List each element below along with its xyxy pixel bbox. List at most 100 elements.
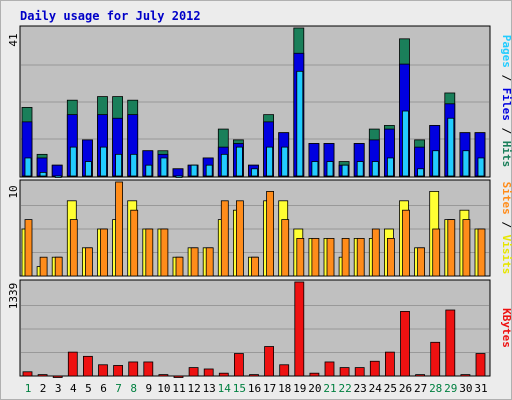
day-label: 12 <box>187 382 200 395</box>
bar-pages-day-31 <box>477 157 485 177</box>
bar-sites-day-5 <box>85 247 93 277</box>
day-label: 14 <box>218 382 232 395</box>
day-label: 1 <box>25 382 32 395</box>
bar-kbytes-day-27 <box>415 374 426 377</box>
bar-files-day-3 <box>51 164 63 177</box>
bar-kbytes-day-26 <box>400 311 410 377</box>
bar-kbytes-day-31 <box>475 353 486 377</box>
legend-pages: Pages <box>500 35 512 68</box>
day-label: 18 <box>278 382 291 395</box>
bar-kbytes-day-29 <box>445 309 456 377</box>
bar-kbytes-day-21 <box>324 361 335 377</box>
day-label: 31 <box>474 382 487 395</box>
day-label: 28 <box>429 382 442 395</box>
day-label: 15 <box>233 382 246 395</box>
bar-sites-day-11 <box>175 256 184 277</box>
bar-sites-day-28 <box>432 228 441 277</box>
legend-files: Files <box>500 88 512 121</box>
bar-kbytes-day-6 <box>98 364 108 377</box>
middle-legend: Sites / Visits <box>500 182 512 275</box>
day-label: 6 <box>100 382 107 395</box>
bars <box>21 27 486 378</box>
day-label: 2 <box>40 382 47 395</box>
legend-sites: Sites <box>500 182 512 215</box>
top-legend: Pages / Files / Hits <box>500 35 512 168</box>
bar-sites-day-20 <box>311 237 320 277</box>
bar-pages-day-13 <box>205 164 213 177</box>
bar-sites-day-12 <box>190 247 199 277</box>
bar-pages-day-10 <box>160 157 168 177</box>
legend-sep: / <box>500 121 512 141</box>
bar-pages-day-2 <box>39 171 47 177</box>
bar-sites-day-9 <box>145 228 154 277</box>
bar-pages-day-8 <box>130 153 138 177</box>
bar-pages-day-17 <box>266 146 274 177</box>
day-label: 26 <box>399 382 412 395</box>
bar-sites-day-19 <box>296 237 305 277</box>
bar-pages-day-27 <box>417 168 425 177</box>
bar-pages-day-16 <box>251 168 258 177</box>
day-label: 13 <box>203 382 216 395</box>
bar-kbytes-day-24 <box>369 360 380 377</box>
bar-pages-day-28 <box>432 150 440 177</box>
bar-pages-day-19 <box>296 70 304 177</box>
bottom-ymax-label: 1339 <box>7 283 20 310</box>
bar-kbytes-day-17 <box>264 346 275 377</box>
bar-kbytes-day-15 <box>233 353 244 377</box>
top-ymax-label: 41 <box>7 33 20 46</box>
bar-pages-day-4 <box>69 146 77 177</box>
day-label: 17 <box>263 382 276 395</box>
bar-pages-day-11 <box>175 175 183 178</box>
bar-pages-day-7 <box>115 153 122 177</box>
bar-pages-day-1 <box>24 157 32 177</box>
day-label: 22 <box>338 382 351 395</box>
bar-sites-day-24 <box>371 228 380 277</box>
bar-kbytes-day-13 <box>203 368 214 377</box>
day-label: 7 <box>115 382 122 395</box>
day-label: 5 <box>85 382 92 395</box>
legend-sep: / <box>500 68 512 88</box>
bar-sites-day-13 <box>205 247 214 277</box>
bar-kbytes-day-22 <box>339 367 350 377</box>
day-label: 10 <box>157 382 170 395</box>
bar-kbytes-day-2 <box>37 374 48 377</box>
day-label: 21 <box>323 382 336 395</box>
legend-hits: Hits <box>500 141 512 168</box>
bar-sites-day-23 <box>356 237 365 277</box>
middle-ymax-label: 10 <box>7 185 20 198</box>
bar-sites-day-4 <box>69 219 78 277</box>
bar-kbytes-day-7 <box>113 365 123 377</box>
bar-sites-day-21 <box>326 237 335 277</box>
day-label: 3 <box>55 382 62 395</box>
day-label: 30 <box>459 382 472 395</box>
bar-kbytes-day-18 <box>279 364 290 377</box>
legend-kbytes: KBytes <box>500 308 512 348</box>
day-label: 16 <box>248 382 261 395</box>
bar-sites-day-31 <box>477 228 486 277</box>
bar-sites-day-8 <box>130 209 139 277</box>
bar-sites-day-22 <box>341 237 350 277</box>
bar-sites-day-25 <box>386 237 395 277</box>
bar-kbytes-day-23 <box>354 367 365 377</box>
bar-pages-day-3 <box>54 175 62 178</box>
chart-title: Daily usage for July 2012 <box>20 9 201 23</box>
bar-pages-day-22 <box>341 164 349 177</box>
bar-kbytes-day-12 <box>188 367 199 377</box>
bar-pages-day-29 <box>447 117 455 177</box>
bar-files-day-11 <box>172 168 184 177</box>
bar-pages-day-6 <box>100 146 107 177</box>
bar-sites-day-16 <box>251 256 259 277</box>
day-label: 20 <box>308 382 321 395</box>
bar-pages-day-15 <box>235 146 243 177</box>
bar-sites-day-7 <box>115 181 123 277</box>
day-label: 23 <box>354 382 367 395</box>
bar-sites-day-14 <box>220 200 229 277</box>
bar-sites-day-6 <box>100 228 108 277</box>
bar-sites-day-3 <box>54 256 63 277</box>
bar-pages-day-21 <box>326 161 334 177</box>
bar-sites-day-29 <box>447 219 456 277</box>
bar-kbytes-day-8 <box>128 361 139 377</box>
bar-pages-day-14 <box>220 153 228 177</box>
bar-sites-day-2 <box>39 256 48 277</box>
